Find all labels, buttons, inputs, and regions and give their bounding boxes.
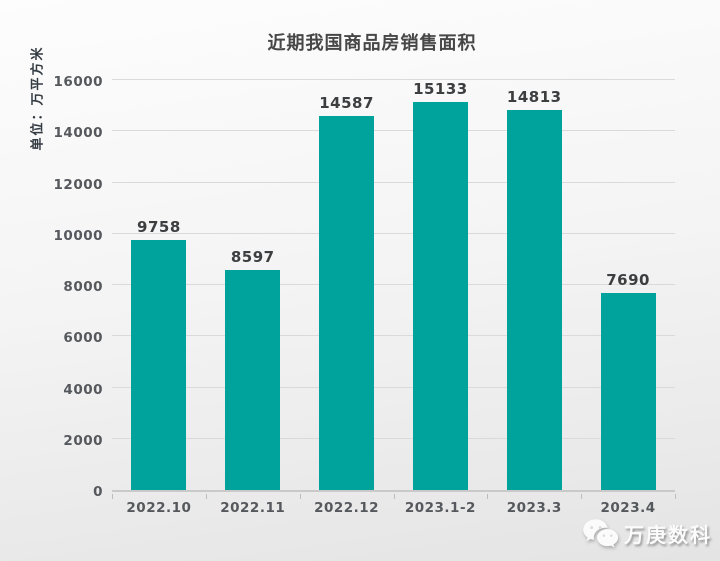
bar-2022.11 — [225, 269, 281, 490]
ytick-label-8000: 8000 — [63, 279, 103, 295]
xtick-mark — [205, 494, 207, 499]
bar-value-label: 14587 — [319, 94, 374, 113]
ytick-label-12000: 12000 — [53, 176, 103, 193]
bar-value-label: 9758 — [137, 217, 181, 236]
bar-2022.10 — [131, 239, 187, 490]
gridline-y-4000 — [112, 386, 675, 388]
watermark-text: 万庚数科 — [624, 523, 712, 547]
xtick-mark — [581, 494, 583, 499]
ytick-label-6000: 6000 — [63, 330, 103, 347]
gridline-y-16000 — [112, 79, 675, 80]
xtick-mark — [675, 494, 676, 499]
xtick-label-2022.10: 2022.10 — [126, 500, 192, 516]
chart-title: 近期我国商品房销售面积 — [267, 33, 477, 54]
xtick-mark — [393, 494, 395, 499]
bar-value-label: 15133 — [413, 80, 468, 99]
gridline-y-6000 — [112, 335, 675, 337]
xtick-label-2022.11: 2022.11 — [220, 500, 286, 516]
gridline-y-8000 — [112, 284, 675, 285]
xtick-label-2023.4: 2023.4 — [600, 500, 656, 516]
bar-value-label: 7690 — [606, 270, 650, 289]
xtick-label-2023.3: 2023.3 — [506, 500, 562, 516]
plot-area: 9758 8597 14587 15133 14813 7690 — [112, 79, 675, 492]
xtick-label-2023.1-2: 2023.1-2 — [404, 500, 476, 516]
ytick-label-4000: 4000 — [63, 381, 103, 398]
ytick-label-10000: 10000 — [53, 227, 103, 244]
bar-2023.1-2 — [412, 102, 468, 490]
wechat-icon — [583, 519, 619, 548]
gridline-y-2000 — [112, 437, 675, 439]
ytick-label-14000: 14000 — [53, 125, 103, 142]
ytick-label-0: 0 — [93, 484, 103, 500]
xtick-label-2022.12: 2022.12 — [314, 500, 380, 516]
bar-2023.4 — [600, 292, 656, 490]
bar-value-label: 8597 — [230, 247, 275, 266]
xtick-mark — [487, 494, 489, 499]
bar-2022.12 — [319, 116, 375, 490]
xtick-mark — [112, 494, 113, 499]
gridline-y-12000 — [112, 181, 675, 183]
xtick-mark — [299, 494, 301, 499]
bar-value-label: 14813 — [506, 88, 562, 107]
ytick-label-2000: 2000 — [63, 432, 103, 449]
gridline-y-14000 — [112, 130, 675, 132]
watermark: 万庚数科 — [582, 518, 712, 549]
ytick-label-16000: 16000 — [53, 74, 103, 90]
gridline-y-10000 — [112, 232, 675, 234]
bar-2023.3 — [506, 110, 562, 490]
